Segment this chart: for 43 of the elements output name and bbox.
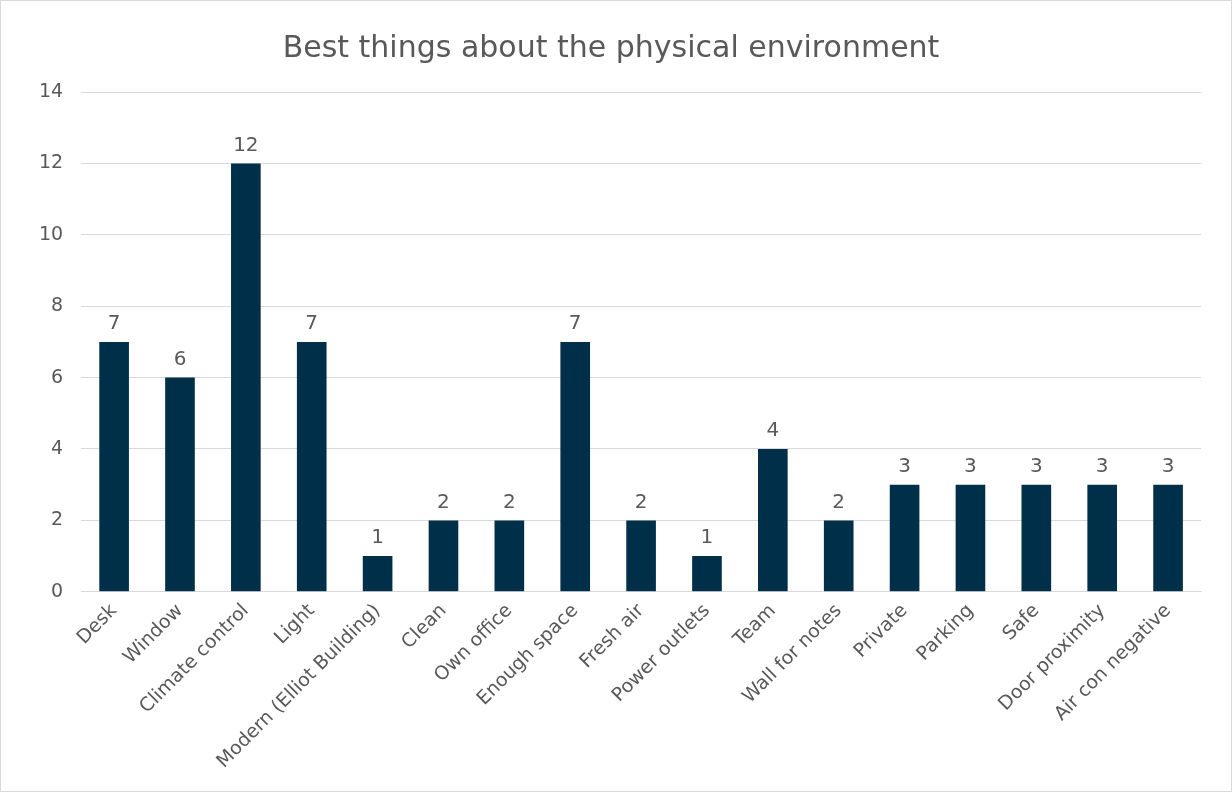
y-tick-label: 12 — [38, 150, 64, 173]
y-tick-label: 4 — [51, 435, 64, 458]
bar — [758, 448, 788, 592]
y-tick-label: 8 — [51, 293, 64, 316]
data-label: 2 — [437, 488, 450, 513]
bar — [231, 163, 261, 592]
data-label: 3 — [898, 452, 911, 477]
data-label: 3 — [964, 452, 977, 477]
data-label: 3 — [1161, 452, 1175, 477]
data-label: 4 — [766, 417, 780, 442]
data-label: 7 — [305, 310, 319, 335]
bar — [1153, 484, 1183, 592]
bar — [823, 520, 854, 592]
chart-title: Best things about the physical environment — [282, 28, 940, 64]
data-label: 12 — [233, 131, 259, 156]
bar — [1021, 484, 1052, 592]
bar — [296, 341, 327, 592]
bar — [165, 377, 195, 592]
data-label: 3 — [1029, 452, 1043, 477]
data-label: 7 — [107, 310, 121, 335]
bar — [692, 556, 722, 592]
bar — [889, 484, 920, 592]
bar — [494, 520, 525, 592]
data-label: 1 — [700, 524, 714, 549]
bar — [428, 520, 459, 592]
y-tick-label: 0 — [51, 578, 64, 601]
bar — [560, 341, 591, 592]
y-tick-label: 10 — [38, 221, 64, 244]
y-tick-label: 14 — [38, 78, 64, 101]
bar — [362, 556, 393, 592]
y-tick-label: 6 — [51, 364, 64, 387]
data-label: 7 — [568, 310, 582, 335]
data-label: 6 — [173, 345, 187, 370]
bar — [626, 520, 656, 592]
bar — [955, 484, 986, 592]
data-label: 1 — [371, 524, 384, 549]
y-tick-label: 2 — [51, 507, 64, 530]
data-label: 2 — [502, 488, 516, 513]
data-label: 2 — [832, 488, 846, 513]
bar — [99, 341, 129, 592]
data-label: 2 — [634, 488, 648, 513]
bar — [1087, 484, 1118, 592]
data-label: 3 — [1095, 452, 1109, 477]
